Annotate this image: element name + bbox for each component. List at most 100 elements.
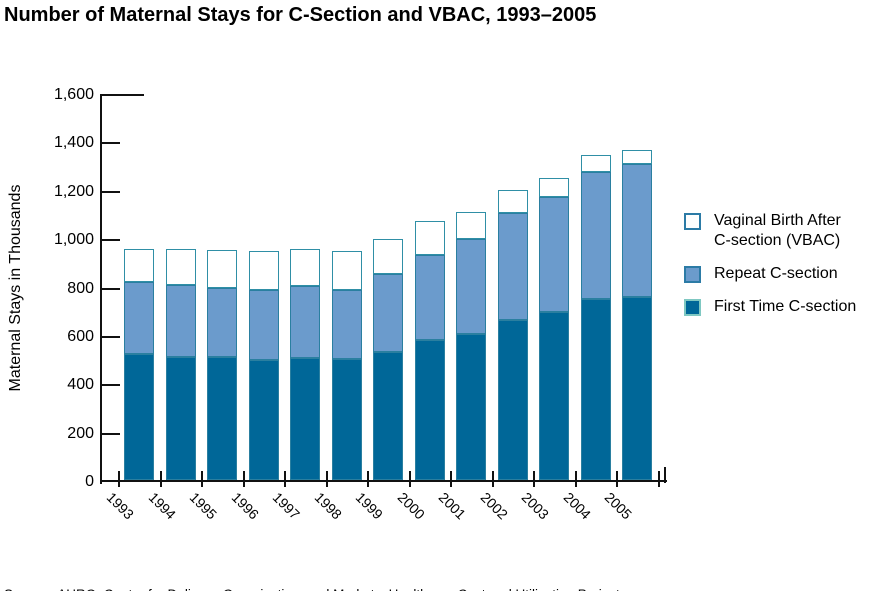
legend-label: Repeat C-section bbox=[714, 265, 838, 282]
bar-segment-1999-first-time-c-section bbox=[373, 352, 403, 480]
bar-1995 bbox=[207, 250, 237, 480]
bar-segment-1999-vaginal-birth-after-c-section-vbac bbox=[373, 239, 403, 274]
x-tick-label-2005: 2005 bbox=[601, 489, 636, 523]
legend-swatch-icon bbox=[684, 213, 701, 230]
x-tick bbox=[325, 471, 328, 487]
y-axis-line bbox=[100, 95, 102, 484]
x-tick bbox=[367, 471, 369, 487]
bar-segment-2004-repeat-c-section bbox=[580, 172, 611, 299]
bar-segment-1993-repeat-c-section bbox=[124, 282, 154, 354]
x-axis-end-cap bbox=[664, 467, 666, 483]
legend-swatch-icon bbox=[684, 266, 701, 283]
x-tick bbox=[533, 471, 535, 487]
bar-2002 bbox=[497, 190, 528, 480]
bar-segment-1998-repeat-c-section bbox=[331, 290, 362, 359]
bar-2004 bbox=[580, 155, 611, 480]
y-tick bbox=[100, 384, 120, 387]
y-tick-label: 1,400 bbox=[53, 134, 94, 152]
x-tick-label-2002: 2002 bbox=[477, 489, 511, 523]
legend-item-0: Vaginal Birth After C-section (VBAC) bbox=[684, 211, 856, 251]
bar-segment-1994-vaginal-birth-after-c-section-vbac bbox=[165, 249, 196, 285]
y-tick-label: 600 bbox=[67, 327, 94, 345]
bar-segment-1996-vaginal-birth-after-c-section-vbac bbox=[248, 251, 279, 290]
y-tick bbox=[100, 239, 120, 242]
x-tick bbox=[242, 471, 245, 487]
x-tick-label-1997: 1997 bbox=[269, 489, 304, 523]
y-tick-label: 1,600 bbox=[53, 86, 94, 103]
y-tick bbox=[100, 142, 120, 145]
x-tick bbox=[657, 471, 660, 487]
bar-2001 bbox=[456, 212, 486, 480]
bar-segment-2005-repeat-c-section bbox=[622, 164, 652, 297]
bar-2000 bbox=[414, 221, 445, 480]
bar-2003 bbox=[539, 178, 569, 480]
y-tick-label: 400 bbox=[67, 376, 94, 394]
x-tick-label-1995: 1995 bbox=[186, 489, 221, 523]
bar-segment-1997-repeat-c-section bbox=[290, 286, 320, 358]
bar-segment-2005-first-time-c-section bbox=[622, 297, 652, 480]
bar-segment-2000-vaginal-birth-after-c-section-vbac bbox=[414, 221, 445, 255]
bar-segment-1996-repeat-c-section bbox=[248, 290, 279, 360]
x-tick-label-1993: 1993 bbox=[103, 489, 138, 523]
x-tick-label-1994: 1994 bbox=[145, 489, 179, 523]
bar-segment-2000-first-time-c-section bbox=[414, 340, 445, 480]
bar-segment-2001-vaginal-birth-after-c-section-vbac bbox=[456, 212, 486, 239]
y-tick bbox=[100, 287, 120, 290]
bar-1998 bbox=[331, 251, 362, 480]
x-tick-label-2003: 2003 bbox=[518, 489, 553, 523]
x-axis-line bbox=[100, 480, 667, 482]
bar-segment-1999-repeat-c-section bbox=[373, 274, 403, 352]
bar-segment-2004-vaginal-birth-after-c-section-vbac bbox=[580, 155, 611, 172]
bar-1993 bbox=[124, 249, 154, 480]
chart-title: Number of Maternal Stays for C-Section a… bbox=[4, 4, 597, 26]
bar-segment-2002-repeat-c-section bbox=[497, 213, 528, 320]
bar-segment-1997-vaginal-birth-after-c-section-vbac bbox=[290, 249, 320, 286]
x-tick bbox=[118, 471, 120, 487]
bar-1997 bbox=[290, 249, 320, 480]
bar-segment-2003-first-time-c-section bbox=[539, 312, 569, 480]
x-tick bbox=[159, 471, 162, 487]
y-axis-top-cap bbox=[100, 94, 144, 96]
y-tick-label: 0 bbox=[85, 473, 94, 490]
y-tick-label: 200 bbox=[67, 424, 94, 442]
bar-segment-2002-vaginal-birth-after-c-section-vbac bbox=[497, 190, 528, 213]
bar-1999 bbox=[373, 239, 403, 480]
x-tick-label-1998: 1998 bbox=[311, 489, 345, 523]
bar-segment-1994-repeat-c-section bbox=[165, 285, 196, 357]
bar-segment-1995-repeat-c-section bbox=[207, 288, 237, 357]
x-tick-label-2000: 2000 bbox=[394, 489, 428, 523]
x-tick bbox=[616, 471, 618, 487]
bar-segment-2003-repeat-c-section bbox=[539, 197, 569, 312]
y-tick-label: 1,200 bbox=[53, 182, 94, 200]
y-tick-label: 800 bbox=[67, 279, 94, 297]
bar-segment-1998-first-time-c-section bbox=[331, 359, 362, 480]
bar-segment-2005-vaginal-birth-after-c-section-vbac bbox=[622, 150, 652, 164]
x-tick bbox=[201, 471, 203, 487]
x-tick-label-1996: 1996 bbox=[228, 489, 262, 523]
x-tick-label-2001: 2001 bbox=[435, 489, 470, 523]
source-note: Source: AHRQ, Center for Delivery, Organ… bbox=[4, 545, 624, 591]
y-tick bbox=[100, 335, 120, 338]
bar-segment-1996-first-time-c-section bbox=[248, 360, 279, 480]
bar-segment-2000-repeat-c-section bbox=[414, 255, 445, 340]
bar-1996 bbox=[248, 251, 279, 480]
y-axis-label: Maternal Stays in Thousands bbox=[7, 184, 24, 392]
bar-segment-1993-first-time-c-section bbox=[124, 354, 154, 480]
legend-label: Vaginal Birth After C-section (VBAC) bbox=[714, 212, 841, 249]
bar-segment-2004-first-time-c-section bbox=[580, 299, 611, 480]
legend-item-2: First Time C-section bbox=[684, 297, 856, 317]
y-tick bbox=[100, 432, 120, 435]
bar-segment-1995-vaginal-birth-after-c-section-vbac bbox=[207, 250, 237, 288]
bar-segment-2001-repeat-c-section bbox=[456, 239, 486, 334]
bar-1994 bbox=[165, 249, 196, 480]
y-tick bbox=[100, 190, 120, 193]
legend-item-1: Repeat C-section bbox=[684, 264, 856, 284]
legend-label: First Time C-section bbox=[714, 298, 857, 315]
source-note-line1: Source: AHRQ, Center for Delivery, Organ… bbox=[4, 585, 624, 591]
bar-segment-2003-vaginal-birth-after-c-section-vbac bbox=[539, 178, 569, 197]
bar-2005 bbox=[622, 150, 652, 480]
x-tick bbox=[408, 471, 411, 487]
legend: Vaginal Birth After C-section (VBAC) Repea… bbox=[684, 211, 856, 317]
bar-segment-2002-first-time-c-section bbox=[497, 320, 528, 480]
